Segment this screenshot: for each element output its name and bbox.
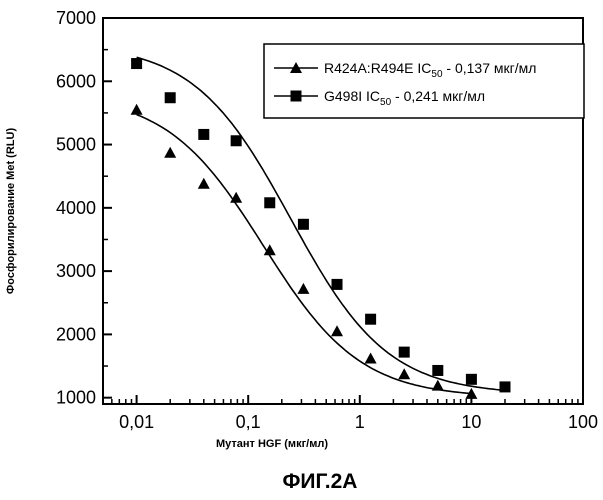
y-tick-label: 2000 [56,324,96,344]
x-tick-label: 0,01 [119,412,154,432]
square-point-series-2 [432,365,443,376]
y-tick-label: 3000 [56,261,96,281]
square-point-series-2 [332,279,343,290]
square-point-series-2 [264,197,275,208]
square-point-series-2 [298,219,309,230]
square-point-series-2 [399,347,410,358]
x-axis-title: Мутант HGF (мкг/мл) [216,438,328,450]
y-tick-label: 6000 [56,71,96,91]
square-point-series-2 [365,314,376,325]
square-point-series-2 [466,374,477,385]
square-point-series-2 [131,58,142,69]
square-point-series-2 [231,135,242,146]
y-axis-title: Фосфорилирование Met (RLU) [5,128,17,295]
legend-marker-series-2 [291,91,302,102]
square-point-series-2 [198,129,209,140]
legend: R424A:R494E IC50 - 0,137 мкг/млG498I IC5… [264,44,584,118]
y-tick-label: 5000 [56,135,96,155]
square-point-series-2 [165,92,176,103]
x-tick-label: 0,1 [236,412,261,432]
x-tick-label: 1 [355,412,365,432]
figure-caption: ФИГ.2А [283,470,358,493]
square-point-series-2 [499,381,510,392]
y-tick-label: 7000 [56,8,96,28]
x-tick-label: 100 [568,412,598,432]
x-tick-label: 10 [461,412,481,432]
y-tick-label: 4000 [56,198,96,218]
y-tick-label: 1000 [56,388,96,408]
legend-box [264,44,584,118]
